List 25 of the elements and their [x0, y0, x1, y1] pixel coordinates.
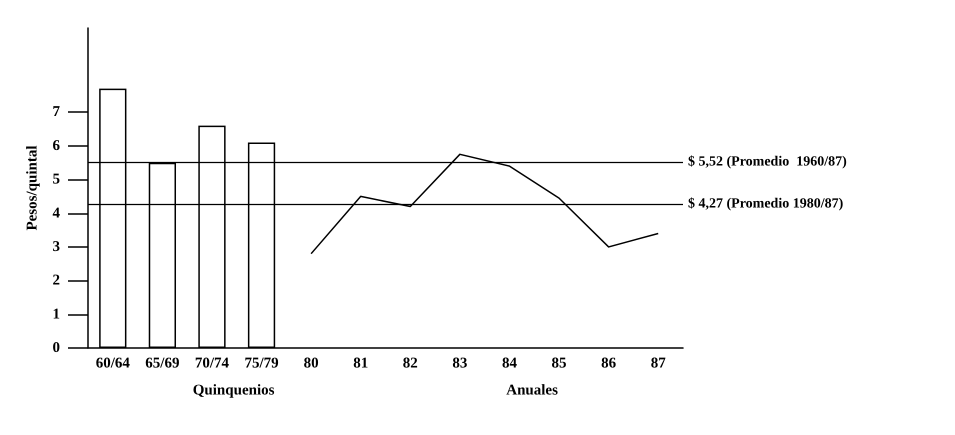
y-tick-label: 7	[52, 104, 60, 120]
x-tick-label: 85	[552, 356, 567, 372]
x-tick-label: 84	[502, 356, 518, 372]
x-tick-label: 83	[452, 356, 468, 372]
text: Anuales	[506, 382, 558, 398]
x-tick-label: 75/79	[244, 356, 279, 372]
x-tick-label: 60/64	[96, 356, 130, 372]
x-tick-label: 86	[601, 356, 617, 372]
x-tick-label: 81	[353, 356, 368, 372]
y-tick-label: 6	[52, 138, 60, 154]
x-tick-label: 80	[304, 356, 319, 372]
ref-line-label: $ 5,52 (Promedio 1960/87)	[688, 154, 848, 170]
x-tick-label: 82	[402, 356, 418, 372]
y-tick-label: 3	[52, 238, 60, 255]
y-axis-title: Pesos/quintal	[24, 145, 40, 231]
y-tick-label: 4	[52, 205, 60, 222]
x-tick-label: 65/69	[145, 356, 180, 372]
text: Quinquenios	[192, 382, 275, 398]
y-tick-label: 1	[52, 306, 60, 322]
y-tick-label: 0	[52, 340, 60, 356]
y-tick-label: 2	[52, 272, 60, 289]
x-tick-label: 87	[650, 356, 666, 372]
y-tick-label: 5	[52, 172, 60, 188]
x-tick-label: 70/74	[194, 356, 230, 372]
ref-line-label: $ 4,27 (Promedio 1980/87)	[688, 196, 844, 212]
